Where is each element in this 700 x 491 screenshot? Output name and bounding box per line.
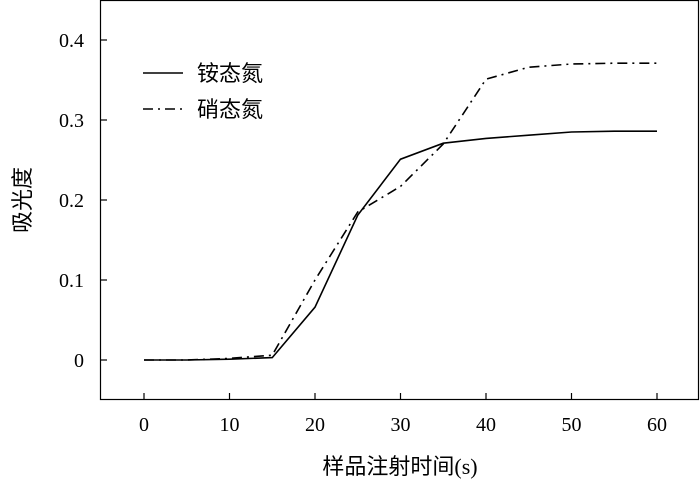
x-tick-label: 20 xyxy=(305,414,325,436)
x-tick-label: 50 xyxy=(562,414,582,436)
y-tick-label: 0.4 xyxy=(59,30,84,52)
x-tick-label: 40 xyxy=(476,414,496,436)
series-line-2 xyxy=(144,62,657,361)
x-tick-label: 60 xyxy=(647,414,667,436)
x-tick-label: 30 xyxy=(391,414,411,436)
plot-frame xyxy=(99,0,700,401)
y-tick-label: 0.1 xyxy=(59,270,84,292)
x-tick-label: 0 xyxy=(139,414,149,436)
y-tick-label: 0.3 xyxy=(59,110,84,132)
y-tick-label: 0 xyxy=(74,350,84,372)
x-tick-label: 10 xyxy=(220,414,240,436)
y-axis-label: 吸光度 xyxy=(10,167,35,233)
legend-label-2: 硝态氮 xyxy=(197,97,263,122)
legend-label-1: 铵态氮 xyxy=(197,61,263,86)
x-axis-label: 样品注射时间(s) xyxy=(322,454,477,479)
series-line-1 xyxy=(144,130,657,361)
y-tick-label: 0.2 xyxy=(59,190,84,212)
